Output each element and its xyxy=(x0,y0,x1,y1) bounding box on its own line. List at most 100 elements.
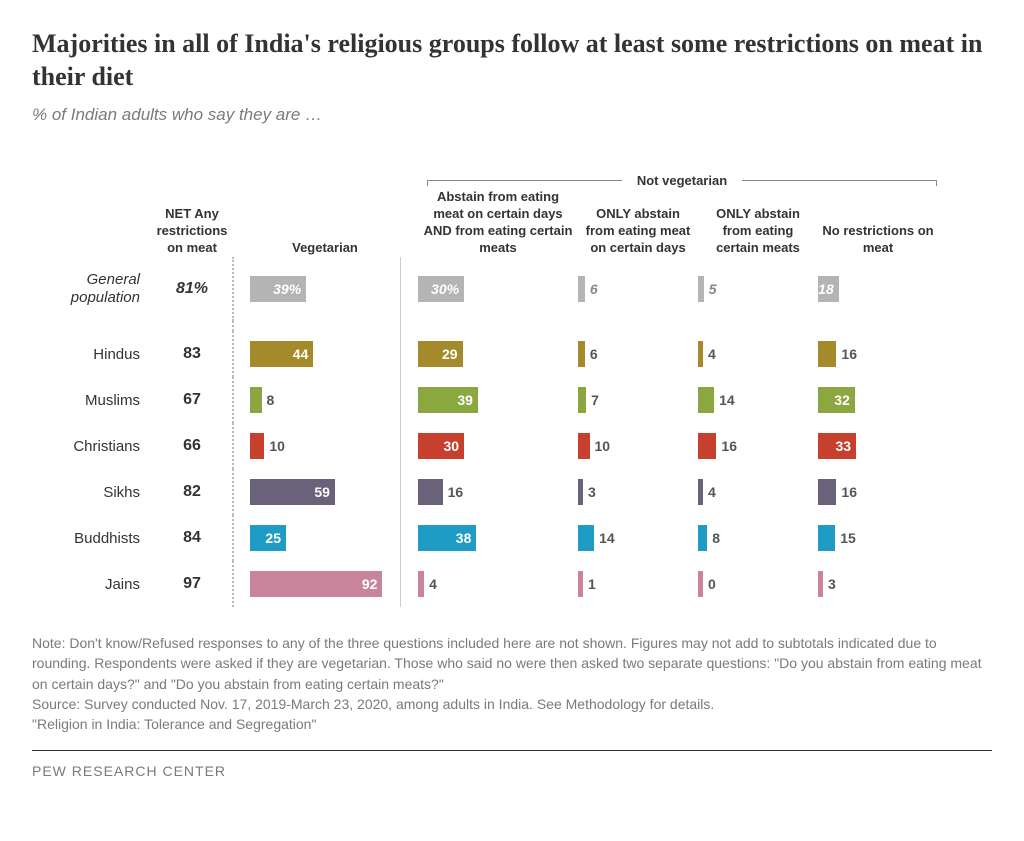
net-value: 67 xyxy=(152,377,232,423)
bar xyxy=(250,387,262,413)
spacer xyxy=(400,321,418,331)
row-label: General population xyxy=(32,257,152,321)
bar-value-label: 15 xyxy=(840,530,856,546)
bar-value-label: 4 xyxy=(708,346,716,362)
bar xyxy=(578,341,585,367)
spacer xyxy=(232,321,250,331)
bar-cell: 10 xyxy=(578,423,698,469)
divider-header-2 xyxy=(400,147,418,257)
bar-value-label: 16 xyxy=(841,346,857,362)
bar-value-label: 3 xyxy=(588,484,596,500)
spacer xyxy=(418,321,578,331)
bar: 33 xyxy=(818,433,856,459)
bar-value-label: 10 xyxy=(595,438,611,454)
bar xyxy=(578,433,590,459)
spacer xyxy=(818,321,938,331)
bar: 39 xyxy=(418,387,478,413)
footer-attribution: PEW RESEARCH CENTER xyxy=(32,763,992,779)
divider-header-1 xyxy=(232,147,250,257)
bar xyxy=(578,479,583,505)
solid-divider xyxy=(400,515,418,561)
bar-cell: 92 xyxy=(250,561,400,607)
col-header-meats: ONLY abstain from eating certain meats xyxy=(698,147,818,257)
net-value: 82 xyxy=(152,469,232,515)
bar-cell: 38 xyxy=(418,515,578,561)
bar-cell: 59 xyxy=(250,469,400,515)
bar-value-label: 3 xyxy=(828,576,836,592)
net-value: 83 xyxy=(152,331,232,377)
bar: 32 xyxy=(818,387,855,413)
net-value: 81% xyxy=(152,257,232,321)
bar-value-label: 16 xyxy=(721,438,737,454)
bar-cell: 15 xyxy=(818,515,938,561)
bar: 18 xyxy=(818,276,839,302)
bar-cell: 14 xyxy=(578,515,698,561)
bar xyxy=(578,387,586,413)
bar xyxy=(818,571,823,597)
spacer xyxy=(578,321,698,331)
bar-value-label: 5 xyxy=(709,281,717,297)
dotted-divider xyxy=(232,257,250,321)
bar-cell: 39% xyxy=(250,257,400,321)
bar-cell: 10 xyxy=(250,423,400,469)
bar-cell: 16 xyxy=(698,423,818,469)
col-header-veg: Vegetarian xyxy=(250,147,400,257)
bar-cell: 18 xyxy=(818,257,938,321)
chart-title: Majorities in all of India's religious g… xyxy=(32,28,992,93)
bar-value-label: 14 xyxy=(599,530,615,546)
spacer xyxy=(32,321,152,331)
bar-cell: 4 xyxy=(418,561,578,607)
bar-value-label: 4 xyxy=(708,484,716,500)
bar-cell: 14 xyxy=(698,377,818,423)
row-label: Jains xyxy=(32,561,152,607)
row-label: Christians xyxy=(32,423,152,469)
note-line: Source: Survey conducted Nov. 17, 2019-M… xyxy=(32,694,992,714)
bar-value-label: 8 xyxy=(712,530,720,546)
bar-cell: 16 xyxy=(818,331,938,377)
bar xyxy=(818,525,835,551)
col-header-net: NET Any restrictions on meat xyxy=(152,147,232,257)
bar xyxy=(578,525,594,551)
dotted-divider xyxy=(232,561,250,607)
bar-cell: 25 xyxy=(250,515,400,561)
bar-cell: 0 xyxy=(698,561,818,607)
net-value: 66 xyxy=(152,423,232,469)
bar-value-label: 0 xyxy=(708,576,716,592)
bar xyxy=(578,276,585,302)
bar xyxy=(698,276,704,302)
bar-cell: 30 xyxy=(418,423,578,469)
bar-cell: 39 xyxy=(418,377,578,423)
spacer xyxy=(152,321,232,331)
bar xyxy=(698,433,716,459)
chart-subtitle: % of Indian adults who say they are … xyxy=(32,105,992,125)
bar-cell: 44 xyxy=(250,331,400,377)
spacer xyxy=(698,321,818,331)
bar xyxy=(698,387,714,413)
dotted-divider xyxy=(232,423,250,469)
col-header-both: Abstain from eating meat on certain days… xyxy=(418,147,578,257)
bar: 25 xyxy=(250,525,286,551)
bar: 30 xyxy=(418,433,464,459)
col-header-days: ONLY abstain from eating meat on certain… xyxy=(578,147,698,257)
bar-cell: 3 xyxy=(818,561,938,607)
bar-cell: 16 xyxy=(818,469,938,515)
bar-value-label: 4 xyxy=(429,576,437,592)
bar-cell: 16 xyxy=(418,469,578,515)
bar-value-label: 16 xyxy=(841,484,857,500)
solid-divider xyxy=(400,423,418,469)
bar: 39% xyxy=(250,276,306,302)
solid-divider xyxy=(400,561,418,607)
bar-cell: 6 xyxy=(578,331,698,377)
bar-cell: 1 xyxy=(578,561,698,607)
bar xyxy=(818,341,836,367)
spacer xyxy=(250,321,400,331)
bar xyxy=(698,479,703,505)
row-label: Sikhs xyxy=(32,469,152,515)
bar-value-label: 16 xyxy=(448,484,464,500)
bar: 44 xyxy=(250,341,313,367)
bar-cell: 5 xyxy=(698,257,818,321)
row-label: Hindus xyxy=(32,331,152,377)
footer-divider xyxy=(32,750,992,751)
bar-value-label: 6 xyxy=(590,281,598,297)
dotted-divider xyxy=(232,331,250,377)
